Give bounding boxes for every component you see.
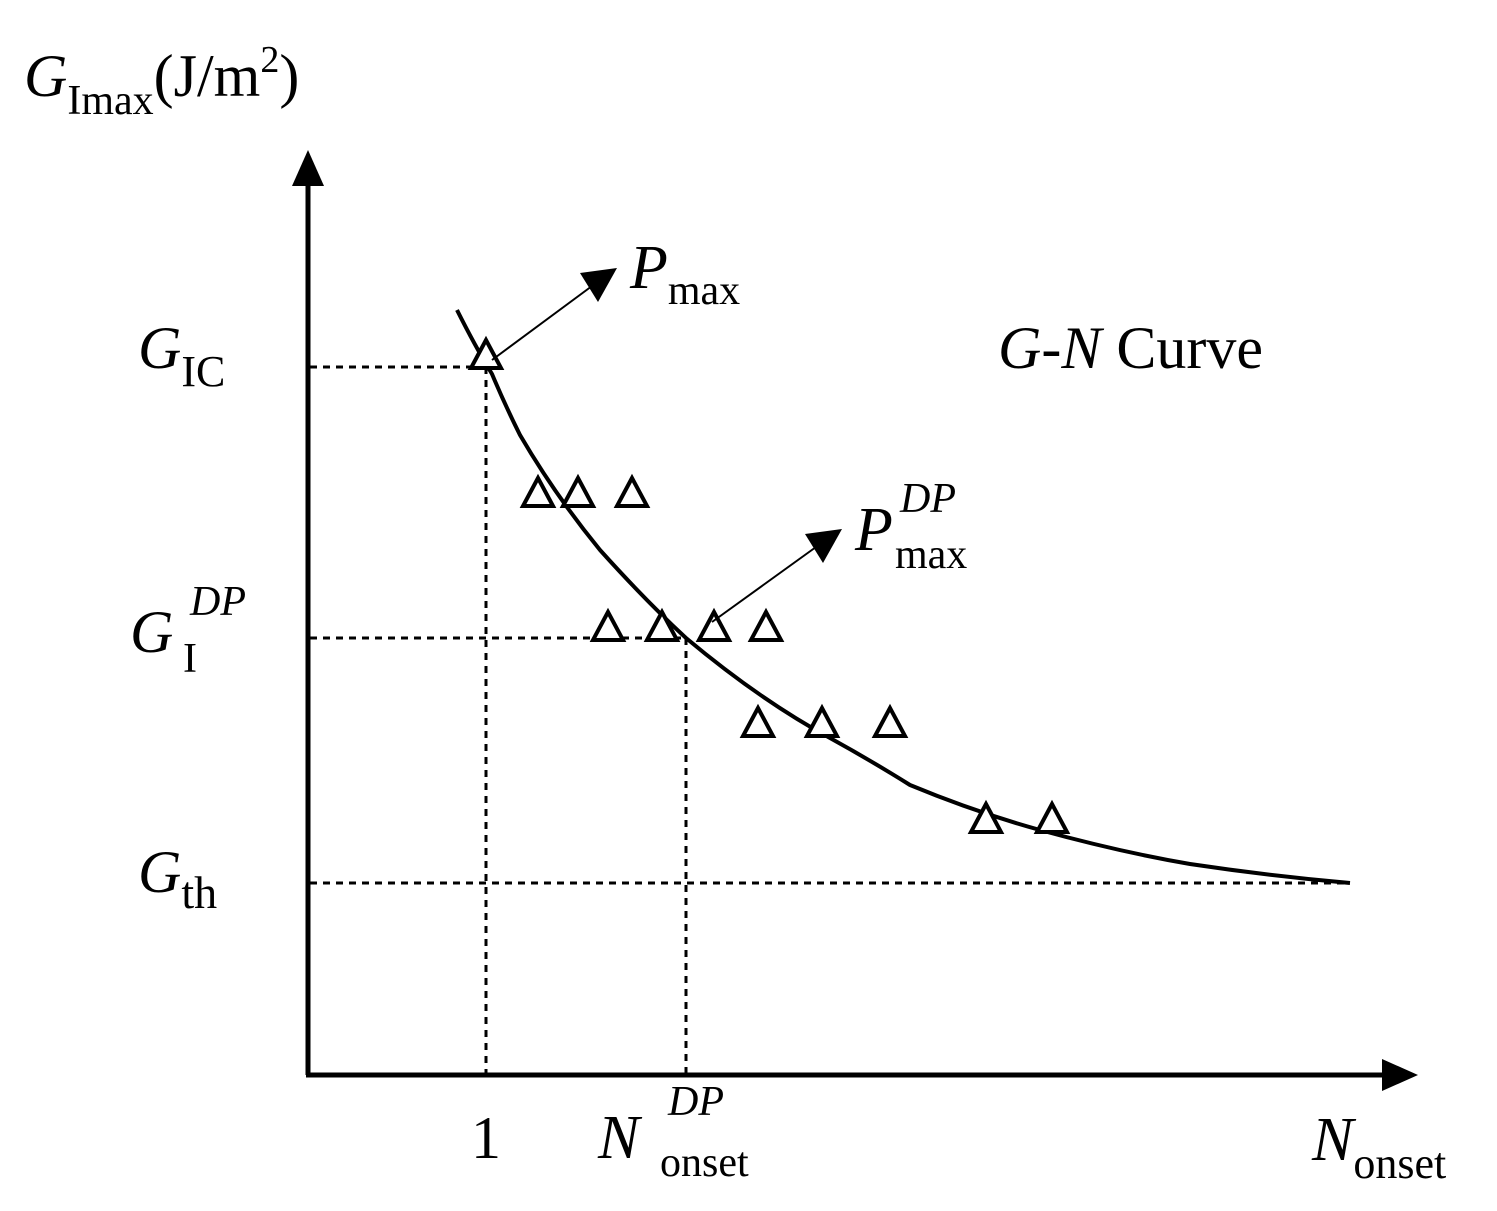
triangle-marker-1 <box>467 335 505 370</box>
ndp-sub-label: onset <box>660 1140 749 1186</box>
pmax-main: P <box>629 234 668 302</box>
pmax-dp-main-label: P <box>854 496 893 564</box>
y-title-main: G <box>24 43 67 109</box>
gth-sub: th <box>181 867 217 918</box>
curve-title-dash: - <box>1041 315 1061 381</box>
x-axis-title: Nonset <box>1311 1106 1446 1188</box>
x-label-one: 1 <box>471 1105 501 1171</box>
g-n-curve <box>455 309 1351 885</box>
ndp-main-label: N <box>597 1104 643 1172</box>
gdp-sub-label: I <box>183 636 197 682</box>
gdp-sup-label: DP <box>189 579 246 625</box>
curve-title: G-N Curve <box>998 315 1263 381</box>
triangle-marker-7 <box>695 607 733 642</box>
triangle-marker-3 <box>559 473 597 508</box>
triangle-marker-11 <box>871 703 909 738</box>
curve-title-g: G <box>998 315 1041 381</box>
gth-label: Gth <box>138 839 217 918</box>
gic-label: GIC <box>138 315 225 396</box>
y-title-sup: 2 <box>260 39 279 81</box>
triangle-marker-12 <box>967 799 1005 834</box>
y-title-sub: Imax <box>67 78 153 124</box>
pmax-arrow-icon <box>580 268 617 302</box>
triangle-marker-6 <box>643 607 681 642</box>
triangle-marker-8 <box>747 607 785 642</box>
y-axis-arrow-icon <box>292 150 324 186</box>
triangle-marker-9 <box>739 703 777 738</box>
data-point-markers <box>467 335 1071 834</box>
pmax-dp-sup-label: DP <box>899 476 956 522</box>
gth-main: G <box>138 839 181 905</box>
gic-main: G <box>138 315 181 381</box>
pmax-arrow-line <box>491 285 593 361</box>
x-axis-arrow-icon <box>1382 1059 1418 1091</box>
pmax-dp-arrow-line <box>711 546 817 623</box>
triangle-marker-10 <box>803 703 841 738</box>
triangle-marker-5 <box>589 607 627 642</box>
curve-title-n: N <box>1060 315 1104 381</box>
curve-title-rest: Curve <box>1101 315 1263 381</box>
triangle-marker-13 <box>1033 799 1071 834</box>
gdp-main-label: G <box>130 599 173 665</box>
triangle-marker-2 <box>519 473 557 508</box>
y-title-rest: (J/m <box>154 43 261 109</box>
gic-sub: IC <box>181 347 225 396</box>
pmax-sub: max <box>668 268 740 314</box>
pmax-dp-arrow-icon <box>805 529 842 563</box>
y-axis-title: GImax(J/m2) <box>24 39 299 124</box>
ndp-sup-label: DP <box>667 1079 724 1125</box>
x-title-sub: onset <box>1353 1139 1446 1188</box>
x-title-main: N <box>1311 1106 1357 1174</box>
pmax-label: Pmax <box>629 234 740 314</box>
y-title-close: ) <box>279 43 299 109</box>
triangle-marker-4 <box>613 473 651 508</box>
pmax-dp-sub-label: max <box>895 532 967 578</box>
